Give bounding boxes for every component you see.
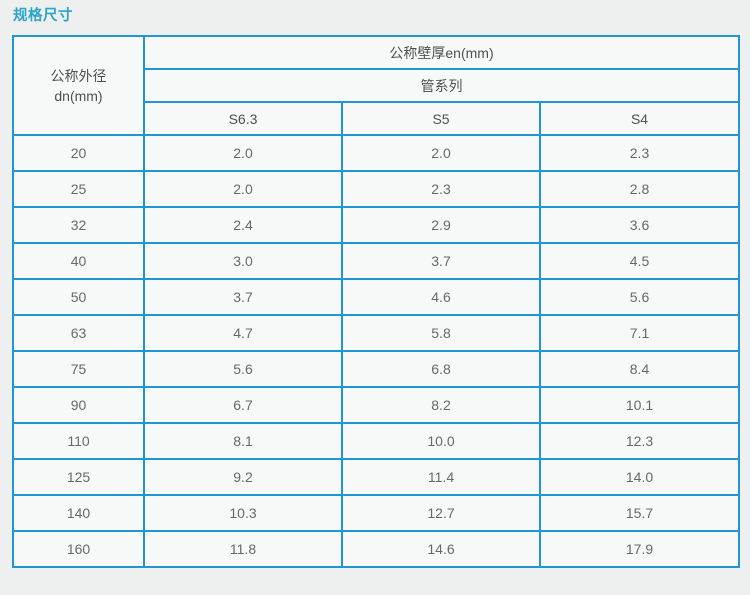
header-row-wall-thickness: 公称外径 dn(mm) 公称壁厚en(mm) bbox=[12, 35, 741, 136]
cell-thickness: 11.8 bbox=[143, 530, 343, 568]
cell-thickness: 10.0 bbox=[341, 422, 541, 460]
header-series-s63: S6.3 bbox=[143, 101, 343, 136]
spec-table-body: 20 2.0 2.0 2.3 25 2.0 2.3 2.8 32 2.4 2.9 3.6 40 3.0 3.… bbox=[12, 134, 741, 568]
cell-thickness: 5.6 bbox=[538, 278, 741, 316]
cell-thickness: 12.3 bbox=[538, 422, 741, 460]
cell-thickness: 3.0 bbox=[143, 242, 343, 280]
cell-thickness: 3.7 bbox=[341, 242, 541, 280]
cell-thickness: 2.4 bbox=[143, 206, 343, 244]
cell-thickness: 3.7 bbox=[143, 278, 343, 316]
cell-dn: 20 bbox=[12, 134, 145, 172]
cell-thickness: 6.7 bbox=[143, 386, 343, 424]
cell-thickness: 9.2 bbox=[143, 458, 343, 496]
cell-thickness: 6.8 bbox=[341, 350, 541, 388]
cell-thickness: 4.7 bbox=[143, 314, 343, 352]
table-row: 63 4.7 5.8 7.1 bbox=[12, 314, 741, 352]
cell-dn: 25 bbox=[12, 170, 145, 208]
cell-dn: 125 bbox=[12, 458, 145, 496]
cell-thickness: 8.1 bbox=[143, 422, 343, 460]
table-row: 40 3.0 3.7 4.5 bbox=[12, 242, 741, 280]
cell-dn: 110 bbox=[12, 422, 145, 460]
cell-thickness: 7.1 bbox=[538, 314, 741, 352]
cell-thickness: 2.9 bbox=[341, 206, 541, 244]
cell-thickness: 2.3 bbox=[538, 134, 741, 172]
spec-section: 规格尺寸 公称外径 dn(mm) 公称壁厚en(mm) 管系列 S6.3 S5 bbox=[12, 8, 741, 568]
cell-thickness: 2.0 bbox=[143, 134, 343, 172]
table-row: 125 9.2 11.4 14.0 bbox=[12, 458, 741, 496]
cell-thickness: 11.4 bbox=[341, 458, 541, 496]
cell-thickness: 8.2 bbox=[341, 386, 541, 424]
table-row: 90 6.7 8.2 10.1 bbox=[12, 386, 741, 424]
header-pipe-series: 管系列 bbox=[142, 68, 741, 103]
cell-thickness: 14.0 bbox=[538, 458, 741, 496]
header-series-s5: S5 bbox=[341, 101, 541, 136]
cell-dn: 63 bbox=[12, 314, 145, 352]
cell-thickness: 2.0 bbox=[143, 170, 343, 208]
cell-dn: 32 bbox=[12, 206, 145, 244]
cell-thickness: 15.7 bbox=[538, 494, 741, 532]
cell-dn: 90 bbox=[12, 386, 145, 424]
cell-thickness: 3.6 bbox=[538, 206, 741, 244]
cell-thickness: 4.6 bbox=[341, 278, 541, 316]
header-series-s4: S4 bbox=[538, 101, 741, 136]
cell-dn: 75 bbox=[12, 350, 145, 388]
table-row: 25 2.0 2.3 2.8 bbox=[12, 170, 741, 208]
cell-thickness: 2.8 bbox=[538, 170, 741, 208]
spec-table-header: 公称外径 dn(mm) 公称壁厚en(mm) 管系列 S6.3 S5 S4 bbox=[12, 35, 741, 136]
header-outer-diameter-line2: dn(mm) bbox=[54, 87, 103, 104]
table-row: 20 2.0 2.0 2.3 bbox=[12, 134, 741, 172]
page-title: 规格尺寸 bbox=[13, 8, 73, 24]
header-outer-diameter: 公称外径 dn(mm) bbox=[12, 35, 145, 136]
cell-thickness: 12.7 bbox=[341, 494, 541, 532]
spec-table: 公称外径 dn(mm) 公称壁厚en(mm) 管系列 S6.3 S5 S4 20… bbox=[12, 35, 741, 568]
table-row: 160 11.8 14.6 17.9 bbox=[12, 530, 741, 568]
table-row: 75 5.6 6.8 8.4 bbox=[12, 350, 741, 388]
cell-thickness: 8.4 bbox=[538, 350, 741, 388]
table-row: 140 10.3 12.7 15.7 bbox=[12, 494, 741, 532]
cell-thickness: 10.3 bbox=[143, 494, 343, 532]
header-wall-thickness: 公称壁厚en(mm) bbox=[142, 35, 741, 70]
header-outer-diameter-line1: 公称外径 bbox=[50, 67, 107, 84]
cell-dn: 50 bbox=[12, 278, 145, 316]
cell-thickness: 10.1 bbox=[538, 386, 741, 424]
table-row: 32 2.4 2.9 3.6 bbox=[12, 206, 741, 244]
cell-dn: 160 bbox=[12, 530, 145, 568]
cell-thickness: 2.3 bbox=[341, 170, 541, 208]
cell-thickness: 4.5 bbox=[538, 242, 741, 280]
cell-thickness: 5.8 bbox=[341, 314, 541, 352]
table-row: 50 3.7 4.6 5.6 bbox=[12, 278, 741, 316]
cell-dn: 40 bbox=[12, 242, 145, 280]
cell-thickness: 14.6 bbox=[341, 530, 541, 568]
cell-thickness: 17.9 bbox=[538, 530, 741, 568]
cell-thickness: 2.0 bbox=[341, 134, 541, 172]
header-row-series: S6.3 S5 S4 bbox=[13, 101, 741, 136]
cell-dn: 140 bbox=[12, 494, 145, 532]
table-row: 110 8.1 10.0 12.3 bbox=[12, 422, 741, 460]
cell-thickness: 5.6 bbox=[143, 350, 343, 388]
header-row-pipe-series: 管系列 bbox=[13, 68, 741, 103]
